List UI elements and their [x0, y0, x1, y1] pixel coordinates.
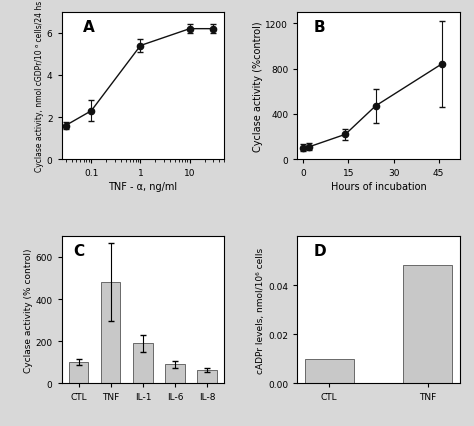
Bar — [305, 359, 354, 383]
Bar — [165, 365, 185, 383]
Y-axis label: Cyclase activity (% control): Cyclase activity (% control) — [24, 248, 33, 372]
Text: B: B — [313, 20, 325, 35]
Text: D: D — [313, 244, 326, 259]
Bar — [403, 266, 452, 383]
Y-axis label: Cyclase activity, nmol cGDPr/10 ⁶ cells/24 hs: Cyclase activity, nmol cGDPr/10 ⁶ cells/… — [35, 1, 44, 172]
Bar — [69, 363, 88, 383]
Bar — [133, 343, 153, 383]
Bar — [198, 370, 217, 383]
Text: A: A — [83, 20, 94, 35]
Bar — [101, 282, 120, 383]
X-axis label: TNF - α, ng/ml: TNF - α, ng/ml — [109, 182, 177, 192]
Y-axis label: Cyclase activity (%control): Cyclase activity (%control) — [253, 21, 263, 152]
Text: C: C — [73, 244, 84, 259]
X-axis label: Hours of incubation: Hours of incubation — [331, 182, 427, 192]
Y-axis label: cADPr levels, nmol/10⁶ cells: cADPr levels, nmol/10⁶ cells — [256, 247, 265, 373]
